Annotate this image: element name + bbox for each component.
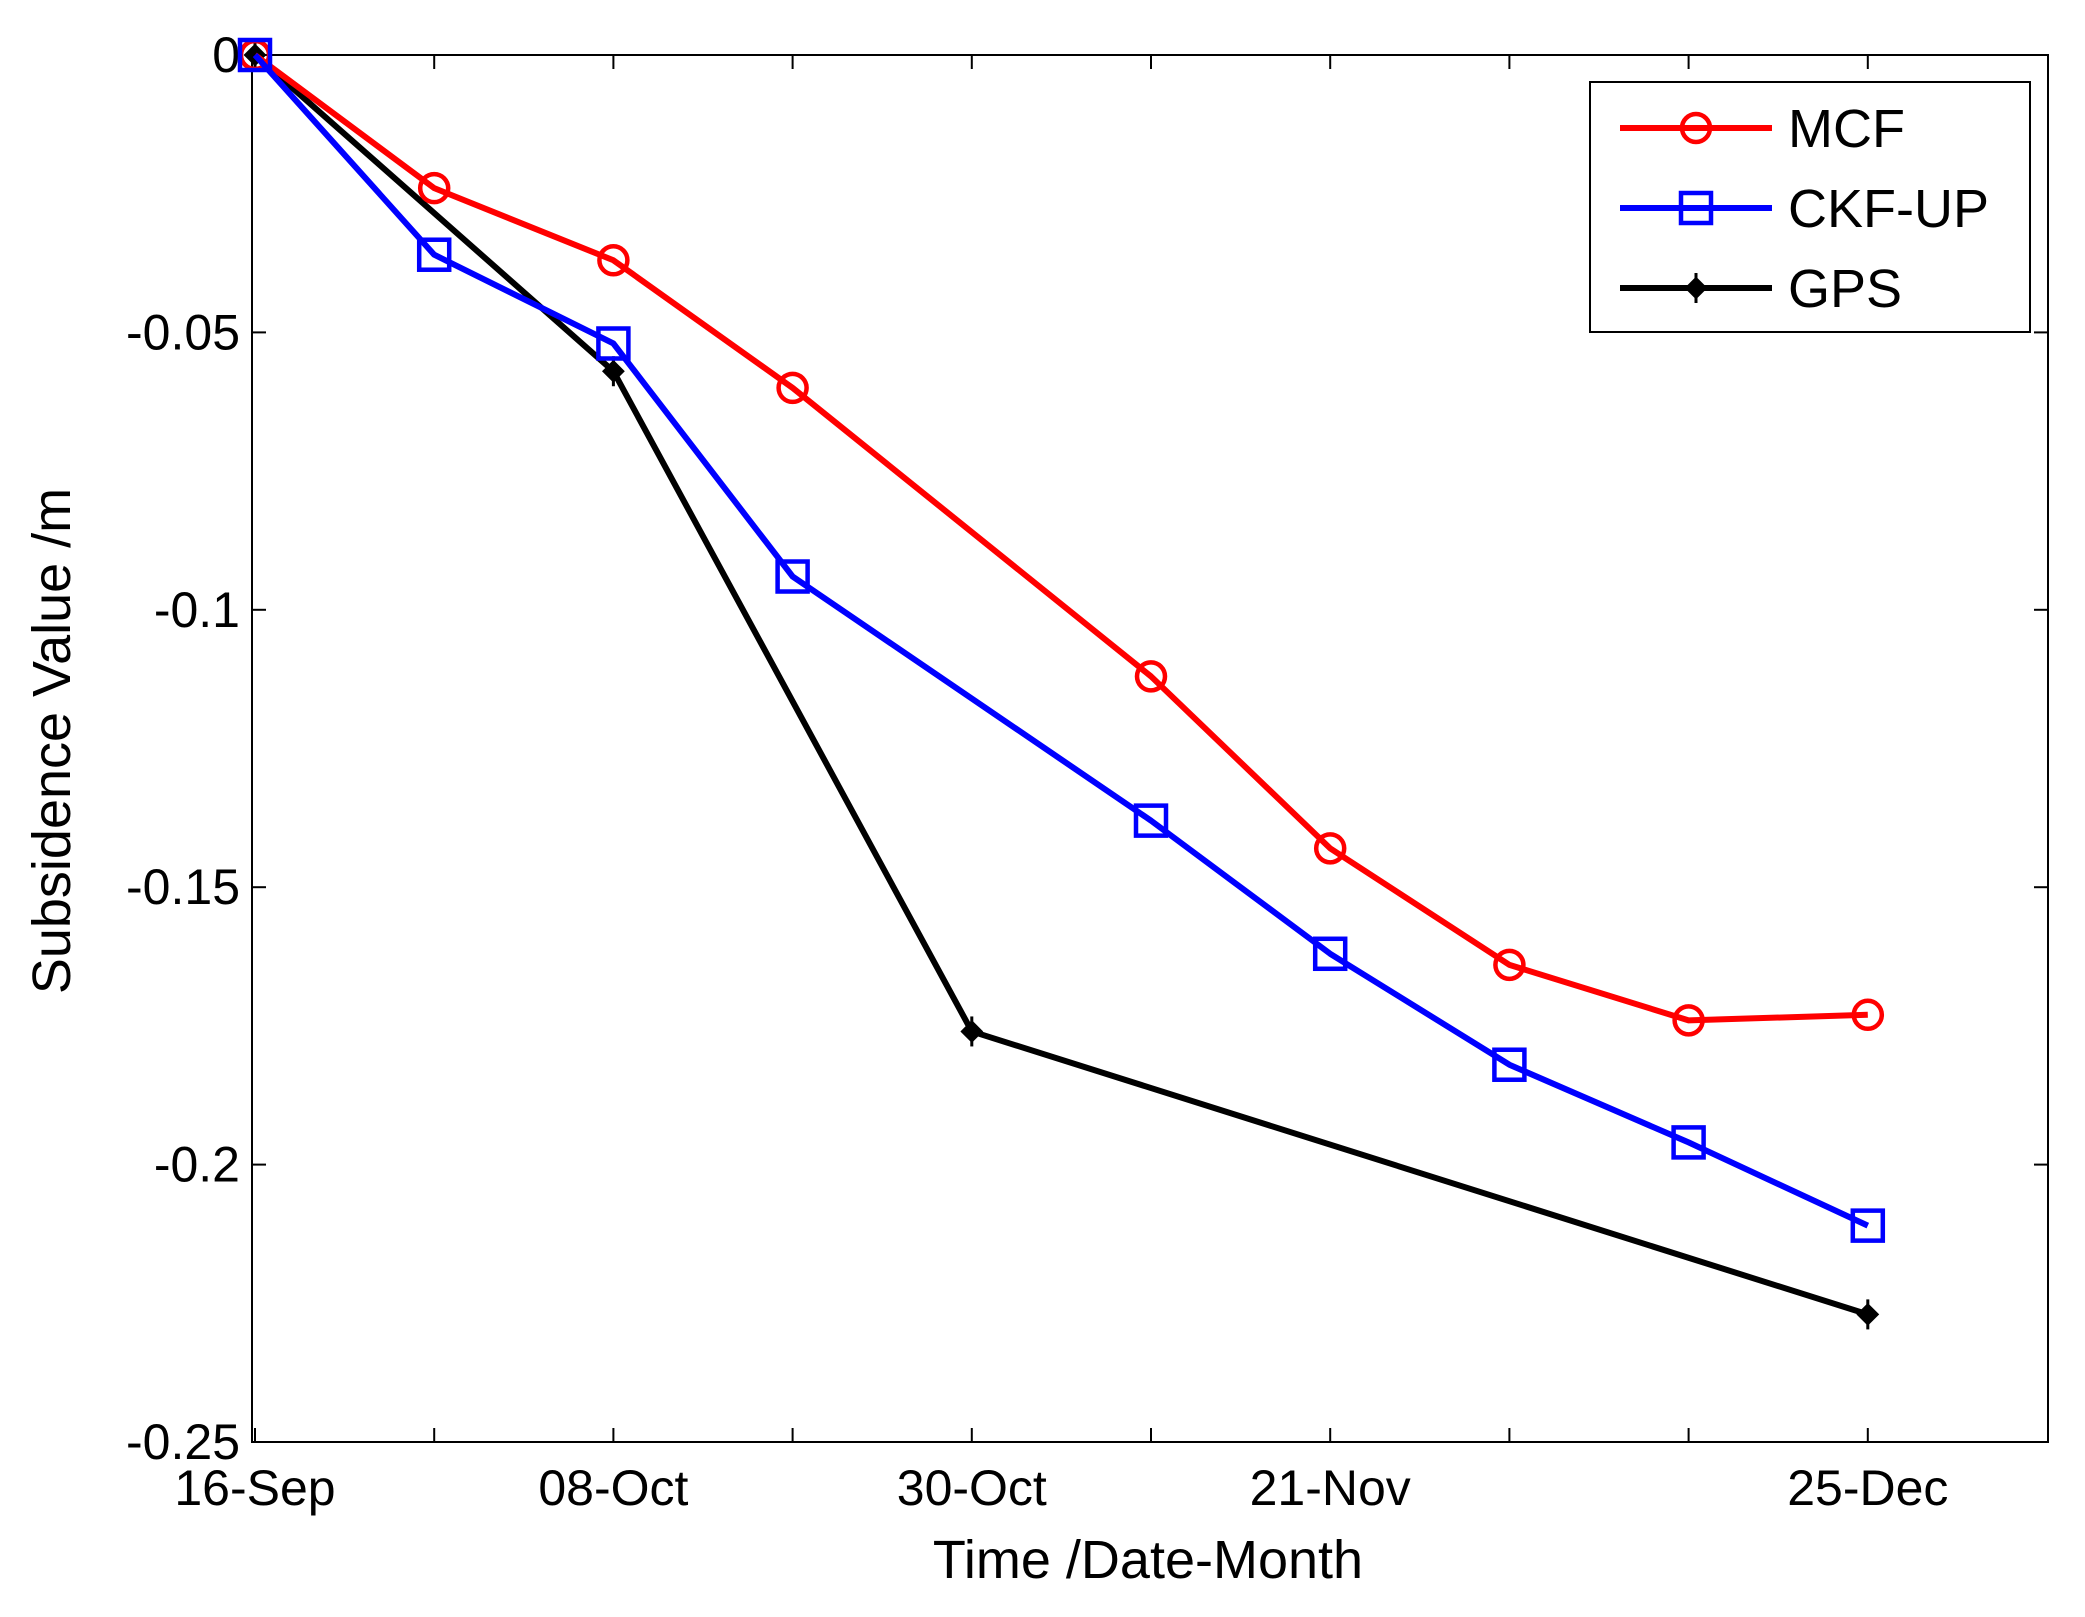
series-line-mcf: [253, 52, 1868, 1024]
x-tick-label: 30-Oct: [897, 1460, 1047, 1516]
legend-label-ckf-up: CKF-UP: [1788, 179, 1989, 239]
legend-label-gps: GPS: [1788, 259, 1902, 319]
data-point-ckf-up: [596, 326, 631, 361]
data-point-gps: [601, 356, 625, 387]
data-point-ckf-up: [237, 37, 273, 73]
data-point-ckf-up: [416, 237, 452, 272]
data-point-ckf-up: [1492, 1047, 1527, 1082]
y-tick-label: -0.15: [126, 859, 240, 915]
data-point-mcf: [1851, 998, 1885, 1032]
x-axis-title: Time /Date-Month: [933, 1530, 1363, 1590]
y-tick-label: -0.2: [154, 1137, 240, 1193]
series-gps: [243, 40, 1880, 1330]
data-point-ckf-up: [1133, 803, 1169, 838]
legend-marker-mcf: [1679, 111, 1713, 145]
data-point-gps: [960, 1016, 984, 1047]
axes: 16-Sep 08-Oct 30-Oct 21-Nov 25-Dec 0 -0.05 -0.1…: [126, 27, 2049, 1516]
legend: MCF CKF-UP GPS: [1589, 81, 2031, 333]
legend-marker-ckf-up: [1678, 190, 1714, 226]
y-tick-label: -0.25: [126, 1414, 240, 1470]
data-point-mcf: [1134, 660, 1168, 693]
y-axis-title: Subsidence Value /m: [22, 488, 82, 994]
legend-label-mcf: MCF: [1788, 99, 1905, 159]
legend-item-gps: GPS: [1620, 259, 1902, 319]
data-point-ckf-up: [1671, 1125, 1706, 1160]
x-tick-label: 08-Oct: [538, 1460, 688, 1516]
data-point-mcf: [1313, 832, 1347, 865]
x-tick-label: 25-Dec: [1787, 1460, 1948, 1516]
data-point-mcf: [1493, 948, 1526, 982]
series-mcf: [238, 38, 1885, 1037]
x-tick-label: 21-Nov: [1250, 1460, 1411, 1516]
data-point-ckf-up: [775, 559, 810, 594]
series-line-ckf-up: [252, 52, 1870, 1229]
data-point-mcf: [597, 244, 630, 277]
legend-item-ckf-up: CKF-UP: [1620, 179, 1989, 239]
data-point-ckf-up: [1312, 936, 1348, 972]
y-tick-label: -0.05: [126, 304, 240, 360]
legend-item-mcf: MCF: [1620, 99, 1905, 159]
series-ckf-up: [237, 37, 1886, 1243]
y-tick-label: 0: [212, 27, 240, 83]
data-point-mcf: [776, 371, 809, 405]
series-line-gps: [253, 52, 1869, 1318]
series-layer: [237, 37, 1886, 1330]
data-point-ckf-up: [1850, 1208, 1886, 1243]
data-point-mcf: [1672, 1004, 1705, 1037]
data-point-gps: [1856, 1299, 1880, 1330]
y-tick-label: -0.1: [154, 582, 240, 638]
x-tick-label: 16-Sep: [174, 1460, 335, 1516]
data-point-mcf: [417, 171, 451, 205]
legend-marker-gps: [1684, 273, 1708, 303]
